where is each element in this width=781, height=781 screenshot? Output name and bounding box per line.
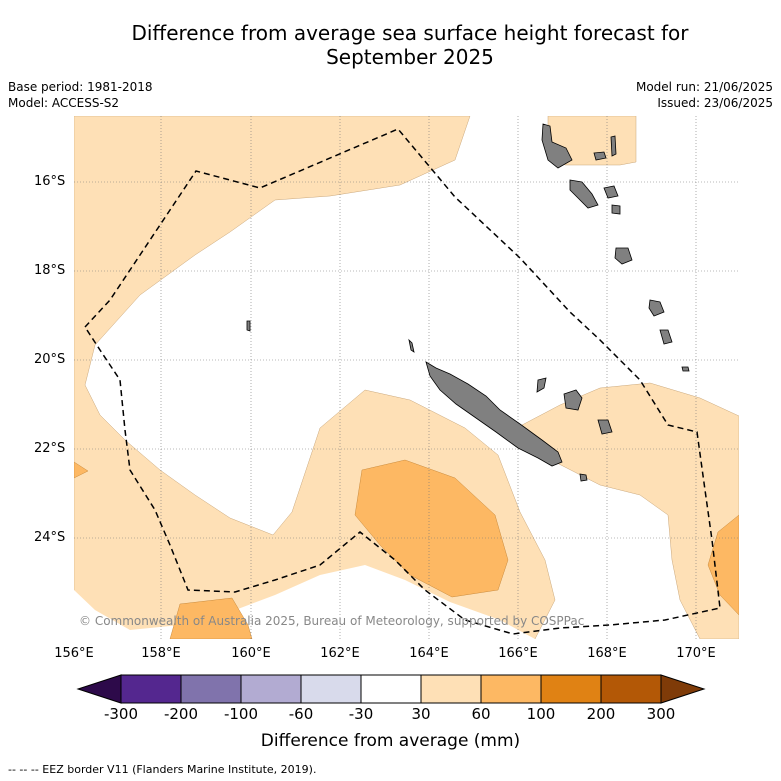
lat-label-24s: 24°S: [34, 530, 66, 545]
lat-label-22s: 22°S: [34, 441, 66, 456]
vanuatu-aneityum: [681, 366, 690, 372]
loyalty-island-lifou: [563, 389, 583, 411]
colorbar-tick-label: -300: [103, 705, 139, 723]
vanuatu-tanna: [659, 329, 673, 345]
belep-islands: [408, 338, 415, 353]
colorbar-tick-label: 200: [586, 705, 616, 723]
vanuatu-ambae: [593, 151, 607, 161]
lon-label-156e: 156°E: [54, 646, 94, 661]
colorbar-tick-label: -200: [163, 705, 199, 723]
colorbar-tick-label: 100: [526, 705, 556, 723]
map-title-line2: September 2025: [326, 45, 494, 69]
colorbar-tick-label: 60: [471, 705, 491, 723]
lon-label-168e: 168°E: [587, 646, 627, 661]
new-caledonia-island: [425, 361, 563, 467]
anomaly-region-below-30: [74, 565, 535, 639]
vanuatu-pentecost: [610, 135, 617, 157]
anomaly-region-60-100-southwest: [169, 597, 253, 639]
vanuatu-malakula: [569, 179, 599, 209]
copyright-notice: © Commonwealth of Australia 2025, Bureau…: [79, 614, 585, 628]
anomaly-region-60-100-west: [74, 461, 89, 479]
lon-label-162e: 162°E: [320, 646, 360, 661]
model-run-label: Model run: 21/06/2025: [635, 80, 773, 94]
lon-label-160e: 160°E: [231, 646, 271, 661]
lat-label-16s: 16°S: [34, 174, 66, 189]
loyalty-island-mare: [597, 419, 613, 435]
eez-border-line: [84, 128, 721, 635]
anomaly-region-60-100-east: [707, 514, 739, 616]
loyalty-island-ouvea: [536, 377, 547, 393]
colorbar-title: Difference from average (mm): [260, 731, 521, 751]
vanuatu-efate: [614, 247, 633, 265]
colorbar-tick-label: -60: [288, 705, 314, 723]
colorbar-tick-label: -30: [348, 705, 374, 723]
lon-label-166e: 166°E: [498, 646, 538, 661]
land-masses: [246, 123, 690, 482]
base-period-label: Base period: 1981-2018: [8, 80, 153, 94]
colorbar-tick-label: 30: [411, 705, 431, 723]
anomaly-region-30-60-east: [521, 382, 739, 639]
issued-label: Issued: 23/06/2025: [657, 96, 773, 110]
lon-label-164e: 164°E: [409, 646, 449, 661]
lat-label-20s: 20°S: [34, 352, 66, 367]
model-label: Model: ACCESS-S2: [8, 96, 120, 110]
colorbar-tick-label: -100: [223, 705, 259, 723]
isle-of-pines: [579, 473, 588, 482]
vanuatu-erromango: [648, 299, 665, 317]
lat-label-18s: 18°S: [34, 263, 66, 278]
lon-label-158e: 158°E: [141, 646, 181, 661]
vanuatu-ambrym: [603, 185, 619, 199]
eez-legend-footer: -- -- -- EEZ border V11 (Flanders Marine…: [8, 763, 317, 776]
chesterfield-islet: [246, 320, 251, 332]
vanuatu-epi: [611, 204, 621, 215]
map-title-line1: Difference from average sea surface heig…: [131, 21, 689, 45]
vanuatu-espiritu-santo: [541, 123, 573, 169]
colorbar-tick-label: 300: [646, 705, 676, 723]
graticule: [74, 116, 739, 639]
lon-label-170e: 170°E: [676, 646, 716, 661]
